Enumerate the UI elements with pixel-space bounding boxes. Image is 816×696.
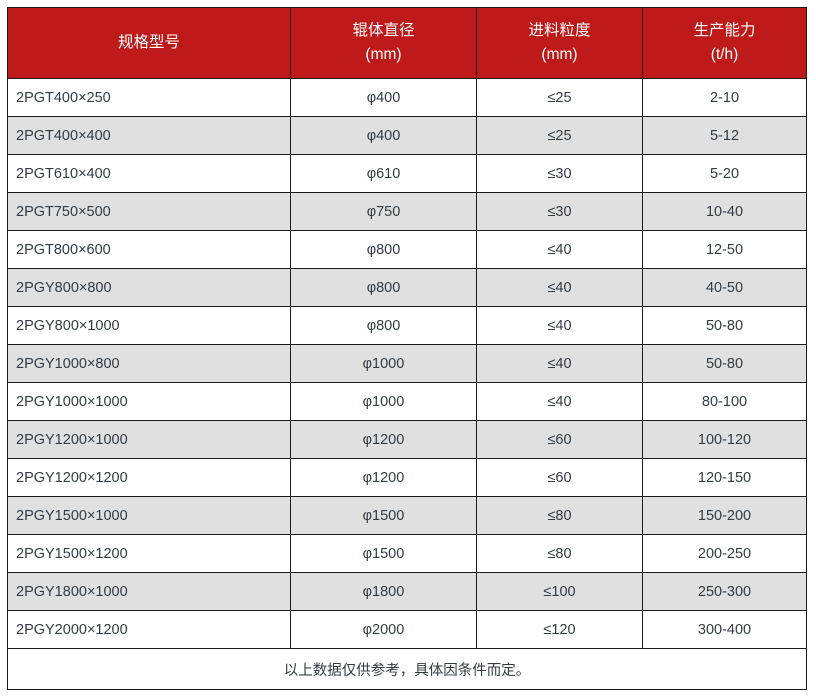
cell-feed-size: ≤25 — [476, 78, 643, 117]
table-row: 2PGY1800×1000 φ1800 ≤100 250-300 — [7, 572, 807, 611]
cell-capacity: 120-150 — [642, 458, 807, 497]
table-note-row: 以上数据仅供参考，具体因条件而定。 — [7, 648, 807, 690]
cell-model: 2PGY800×800 — [7, 268, 291, 307]
cell-roller-diameter: φ610 — [290, 154, 477, 193]
table-row: 2PGY1200×1000 φ1200 ≤60 100-120 — [7, 420, 807, 459]
table-row: 2PGY800×1000 φ800 ≤40 50-80 — [7, 306, 807, 345]
table-header: 规格型号 辊体直径 (mm) 进料粒度 (mm) 生产能力 (t/h) — [7, 7, 807, 79]
cell-feed-size: ≤40 — [476, 230, 643, 269]
cell-capacity: 150-200 — [642, 496, 807, 535]
cell-roller-diameter: φ1500 — [290, 496, 477, 535]
table-row: 2PGT400×250 φ400 ≤25 2-10 — [7, 78, 807, 117]
column-header-capacity-line1: 生产能力 — [693, 21, 756, 39]
cell-capacity: 200-250 — [642, 534, 807, 573]
cell-capacity: 12-50 — [642, 230, 807, 269]
cell-feed-size: ≤40 — [476, 306, 643, 345]
cell-roller-diameter: φ1000 — [290, 344, 477, 383]
table-row: 2PGT800×600 φ800 ≤40 12-50 — [7, 230, 807, 269]
cell-feed-size: ≤40 — [476, 382, 643, 421]
cell-capacity: 100-120 — [642, 420, 807, 459]
table-row: 2PGY2000×1200 φ2000 ≤120 300-400 — [7, 610, 807, 649]
cell-capacity: 5-12 — [642, 116, 807, 155]
cell-roller-diameter: φ1200 — [290, 458, 477, 497]
table-row: 2PGT610×400 φ610 ≤30 5-20 — [7, 154, 807, 193]
cell-feed-size: ≤25 — [476, 116, 643, 155]
cell-model: 2PGY800×1000 — [7, 306, 291, 345]
column-header-roller-diameter-unit: (mm) — [365, 46, 402, 63]
cell-model: 2PGY1500×1200 — [7, 534, 291, 573]
cell-model: 2PGY1200×1200 — [7, 458, 291, 497]
cell-model: 2PGT400×400 — [7, 116, 291, 155]
cell-roller-diameter: φ800 — [290, 230, 477, 269]
table-row: 2PGY1000×800 φ1000 ≤40 50-80 — [7, 344, 807, 383]
column-header-feed-size: 进料粒度 (mm) — [476, 7, 643, 79]
cell-capacity: 2-10 — [642, 78, 807, 117]
cell-model: 2PGY1000×800 — [7, 344, 291, 383]
table-note: 以上数据仅供参考，具体因条件而定。 — [7, 648, 807, 690]
cell-model: 2PGY1800×1000 — [7, 572, 291, 611]
cell-roller-diameter: φ1200 — [290, 420, 477, 459]
column-header-feed-size-unit: (mm) — [541, 46, 578, 63]
column-header-roller-diameter-line1: 辊体直径 — [352, 21, 415, 39]
column-header-roller-diameter: 辊体直径 (mm) — [290, 7, 477, 79]
cell-capacity: 80-100 — [642, 382, 807, 421]
cell-capacity: 10-40 — [642, 192, 807, 231]
cell-feed-size: ≤40 — [476, 268, 643, 307]
cell-roller-diameter: φ400 — [290, 78, 477, 117]
cell-roller-diameter: φ800 — [290, 268, 477, 307]
table-row: 2PGY1200×1200 φ1200 ≤60 120-150 — [7, 458, 807, 497]
cell-model: 2PGT800×600 — [7, 230, 291, 269]
cell-model: 2PGY1500×1000 — [7, 496, 291, 535]
table-body: 2PGT400×250 φ400 ≤25 2-10 2PGT400×400 φ400 ≤25… — [7, 78, 807, 690]
table-row: 2PGY1500×1000 φ1500 ≤80 150-200 — [7, 496, 807, 535]
cell-roller-diameter: φ750 — [290, 192, 477, 231]
cell-capacity: 50-80 — [642, 344, 807, 383]
cell-capacity: 50-80 — [642, 306, 807, 345]
column-header-capacity-unit: (t/h) — [710, 46, 739, 63]
table-row: 2PGT400×400 φ400 ≤25 5-12 — [7, 116, 807, 155]
cell-model: 2PGT610×400 — [7, 154, 291, 193]
cell-roller-diameter: φ400 — [290, 116, 477, 155]
cell-capacity: 250-300 — [642, 572, 807, 611]
cell-roller-diameter: φ2000 — [290, 610, 477, 649]
cell-feed-size: ≤80 — [476, 534, 643, 573]
cell-model: 2PGY1200×1000 — [7, 420, 291, 459]
cell-feed-size: ≤30 — [476, 192, 643, 231]
specification-table: 规格型号 辊体直径 (mm) 进料粒度 (mm) 生产能力 (t/h) 2PGT… — [7, 7, 807, 690]
cell-feed-size: ≤100 — [476, 572, 643, 611]
table-row: 2PGY800×800 φ800 ≤40 40-50 — [7, 268, 807, 307]
cell-roller-diameter: φ1800 — [290, 572, 477, 611]
cell-roller-diameter: φ1500 — [290, 534, 477, 573]
cell-capacity: 300-400 — [642, 610, 807, 649]
cell-feed-size: ≤120 — [476, 610, 643, 649]
cell-feed-size: ≤80 — [476, 496, 643, 535]
column-header-capacity: 生产能力 (t/h) — [642, 7, 807, 79]
cell-model: 2PGT400×250 — [7, 78, 291, 117]
cell-model: 2PGY2000×1200 — [7, 610, 291, 649]
cell-feed-size: ≤60 — [476, 420, 643, 459]
column-header-model-line1: 规格型号 — [117, 33, 180, 51]
cell-feed-size: ≤60 — [476, 458, 643, 497]
table-header-row: 规格型号 辊体直径 (mm) 进料粒度 (mm) 生产能力 (t/h) — [7, 7, 807, 79]
cell-model: 2PGY1000×1000 — [7, 382, 291, 421]
cell-roller-diameter: φ800 — [290, 306, 477, 345]
cell-feed-size: ≤40 — [476, 344, 643, 383]
column-header-model: 规格型号 — [7, 7, 291, 79]
cell-roller-diameter: φ1000 — [290, 382, 477, 421]
table-row: 2PGY1500×1200 φ1500 ≤80 200-250 — [7, 534, 807, 573]
table-row: 2PGT750×500 φ750 ≤30 10-40 — [7, 192, 807, 231]
cell-model: 2PGT750×500 — [7, 192, 291, 231]
column-header-feed-size-line1: 进料粒度 — [528, 21, 591, 39]
table-row: 2PGY1000×1000 φ1000 ≤40 80-100 — [7, 382, 807, 421]
cell-feed-size: ≤30 — [476, 154, 643, 193]
cell-capacity: 5-20 — [642, 154, 807, 193]
cell-capacity: 40-50 — [642, 268, 807, 307]
